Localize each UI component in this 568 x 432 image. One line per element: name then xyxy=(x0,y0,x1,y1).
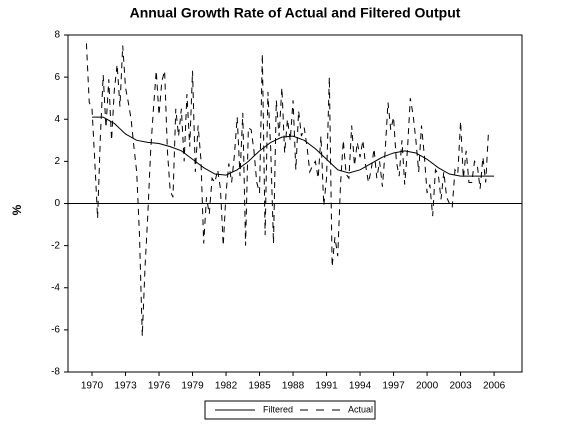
y-tick-label: 0 xyxy=(54,198,60,209)
legend-box xyxy=(204,400,376,420)
x-tick-label: 2003 xyxy=(449,381,472,392)
x-tick-label: 1979 xyxy=(181,381,204,392)
x-tick-label: 1982 xyxy=(215,381,238,392)
y-tick-label: 6 xyxy=(54,72,60,83)
y-tick-label: 4 xyxy=(54,114,60,125)
x-tick-label: 1985 xyxy=(248,381,271,392)
series-line xyxy=(85,43,489,337)
y-tick-label: -4 xyxy=(51,282,60,293)
y-axis-label: % xyxy=(10,204,24,215)
y-tick-label: -6 xyxy=(51,325,60,336)
x-tick-label: 1997 xyxy=(382,381,405,392)
x-tick-label: 1988 xyxy=(282,381,305,392)
y-tick-label: 8 xyxy=(54,30,60,41)
x-tick-label: 1970 xyxy=(81,381,104,392)
x-tick-label: 1976 xyxy=(148,381,171,392)
x-tick-label: 1994 xyxy=(349,381,372,392)
chart-title: Annual Growth Rate of Actual and Filtere… xyxy=(130,5,461,21)
series-line xyxy=(92,116,495,177)
y-tick-label: -8 xyxy=(51,367,60,378)
legend-label: Filtered xyxy=(263,404,293,414)
x-tick-label: 2006 xyxy=(483,381,506,392)
x-tick-label: 1991 xyxy=(315,381,338,392)
y-tick-label: -2 xyxy=(51,240,60,251)
x-tick-label: 2000 xyxy=(416,381,439,392)
x-tick-label: 1973 xyxy=(114,381,137,392)
legend-label: Actual xyxy=(348,404,373,414)
y-tick-label: 2 xyxy=(54,156,60,167)
